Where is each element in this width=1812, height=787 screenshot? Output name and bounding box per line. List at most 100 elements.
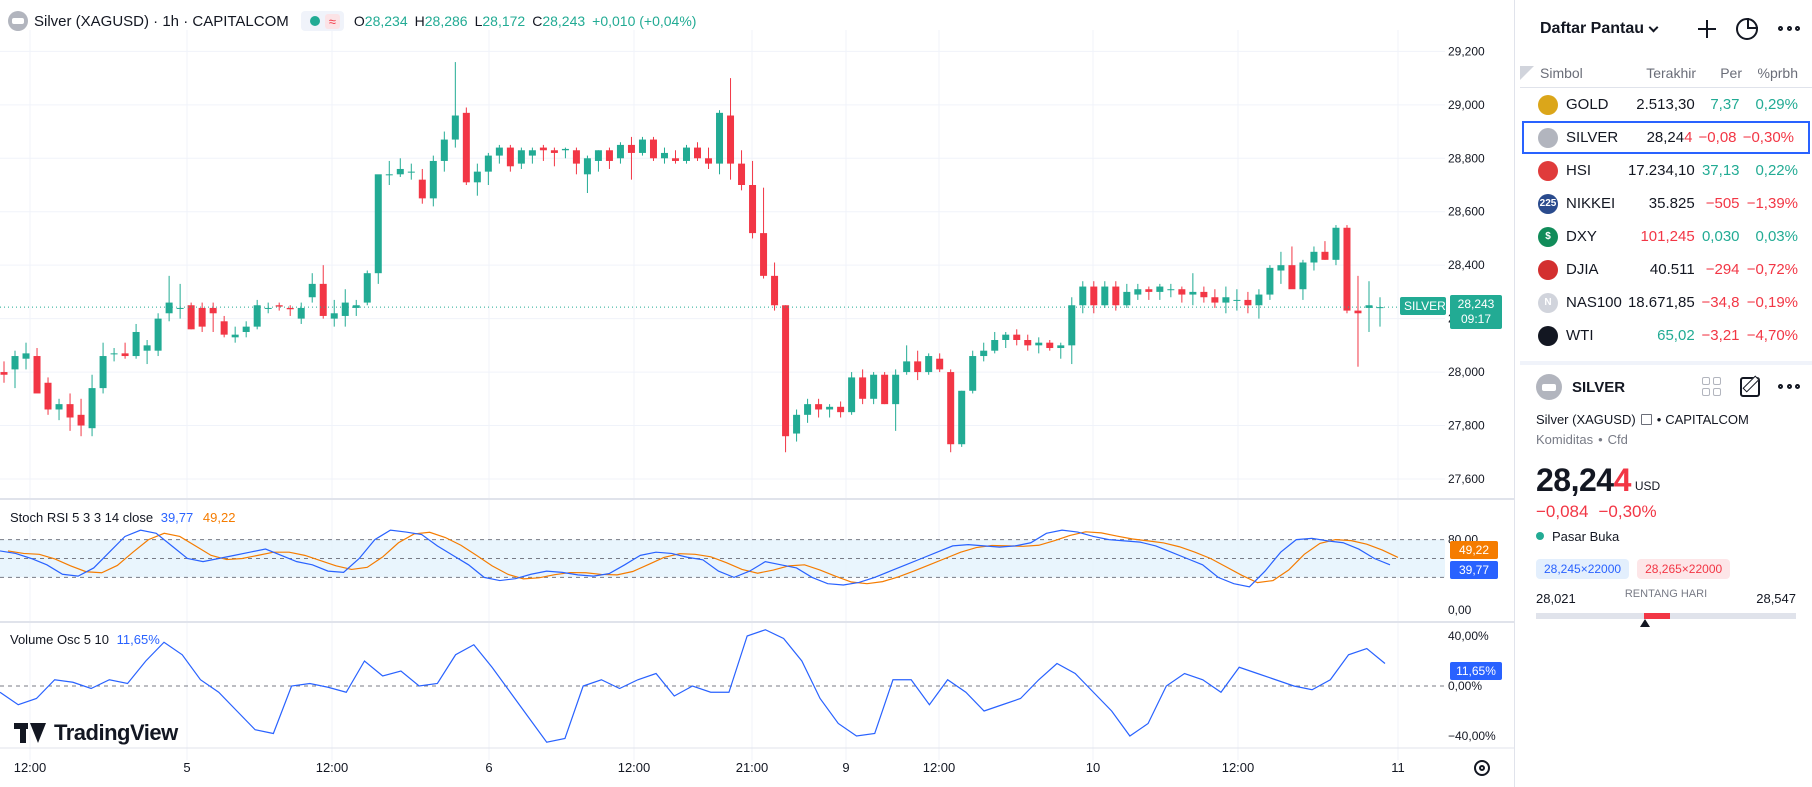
candle-body xyxy=(1178,289,1186,295)
time-axis-label: 21:00 xyxy=(736,760,769,775)
row-last: 17.234,10 xyxy=(1627,162,1695,179)
candle-body xyxy=(462,112,470,183)
watchlist-header: Daftar Pantau xyxy=(1520,0,1812,58)
candle-body xyxy=(1134,289,1142,295)
time-axis-label: 12:00 xyxy=(618,760,651,775)
candle-body xyxy=(1002,334,1010,340)
column-last[interactable]: Terakhir xyxy=(1646,64,1696,81)
chevron-down-icon[interactable] xyxy=(1648,22,1659,32)
candle-body xyxy=(1310,251,1318,263)
candle-body xyxy=(605,150,613,161)
symbol-title[interactable]: Silver (XAGUSD) · 1h · CAPITALCOM xyxy=(34,12,289,30)
row-symbol: DXY xyxy=(1566,228,1597,245)
add-symbol-icon[interactable] xyxy=(1698,20,1716,38)
candle-body xyxy=(1123,291,1131,306)
chart-canvas[interactable]: 29,20029,00028,80028,60028,40028,20028,0… xyxy=(0,0,1515,787)
candle-body xyxy=(451,115,459,140)
time-axis-label: 12:00 xyxy=(316,760,349,775)
more-options-icon[interactable] xyxy=(1778,26,1800,32)
watchlist-row-wti[interactable]: WTI 65,02 −3,21 −4,70% xyxy=(1520,319,1812,352)
candle-body xyxy=(308,283,316,298)
details-header: SILVER xyxy=(1520,365,1812,409)
candle-body xyxy=(352,305,360,308)
candle-body xyxy=(187,305,195,330)
row-change: 7,37 xyxy=(1710,96,1740,113)
details-name[interactable]: Silver (XAGUSD) xyxy=(1536,411,1636,427)
candle-body xyxy=(242,326,250,332)
candle-body xyxy=(264,307,272,309)
candle-body xyxy=(253,305,261,327)
candle-body xyxy=(286,307,294,310)
candle-body xyxy=(1068,305,1076,346)
watchlist-row-djia[interactable]: DJIA 40.511 −294 −0,72% xyxy=(1520,253,1812,286)
candle-body xyxy=(297,307,305,319)
candle-body xyxy=(649,139,657,159)
watchlist-row-hsi[interactable]: HSI 17.234,10 37,13 0,22% xyxy=(1520,154,1812,187)
stoch-rsi-legend[interactable]: Stoch RSI 5 3 3 14 close 39,77 49,22 xyxy=(10,510,235,525)
watchlist-row-gold[interactable]: GOLD 2.513,30 7,37 0,29% xyxy=(1520,88,1812,121)
column-change-percent[interactable]: %prbh xyxy=(1757,64,1798,81)
edit-icon[interactable] xyxy=(1740,377,1760,397)
column-symbol[interactable]: Simbol xyxy=(1540,64,1583,81)
candle-body xyxy=(319,283,327,316)
stoch-k-badge: 39,77 xyxy=(1450,561,1498,579)
stoch-axis-label: 0,00 xyxy=(1448,603,1472,617)
layout-grid-icon[interactable] xyxy=(1702,377,1722,397)
candle-body xyxy=(1090,286,1098,306)
price-axis-label: 27,800 xyxy=(1448,419,1485,433)
row-change: 37,13 xyxy=(1701,162,1740,179)
candle-body xyxy=(793,414,801,434)
candle-body xyxy=(947,372,955,445)
volume-osc-line xyxy=(0,629,1386,743)
details-symbol[interactable]: SILVER xyxy=(1572,378,1626,396)
price-axis-label: 28,600 xyxy=(1448,205,1485,219)
watchlist-row-nikkei[interactable]: 225 NIKKEI 35.825 −505 −1,39% xyxy=(1520,187,1812,220)
candle-body xyxy=(1266,267,1274,295)
ohlc-open: O28,234 xyxy=(353,13,408,29)
chart-area[interactable]: 29,20029,00028,80028,60028,40028,20028,0… xyxy=(0,0,1515,787)
price-axis-label: 28,800 xyxy=(1448,151,1485,165)
details-change: −0,084 −0,30% xyxy=(1520,499,1812,525)
dxy-icon: $ xyxy=(1538,226,1558,247)
market-status-label[interactable]: Pasar Buka xyxy=(1552,528,1620,544)
candle-body xyxy=(429,160,437,199)
candle-body xyxy=(782,305,790,437)
external-link-icon[interactable] xyxy=(1640,413,1652,425)
time-axis-label: 11 xyxy=(1391,760,1405,775)
candle-body xyxy=(1189,291,1197,295)
tradingview-logo[interactable]: TradingView xyxy=(14,720,178,746)
advanced-view-icon[interactable] xyxy=(1736,18,1758,40)
candle-body xyxy=(859,377,867,399)
wave-icon: ≈ xyxy=(324,13,340,29)
symbol-price-tag: SILVER xyxy=(1400,297,1446,315)
market-status-pill[interactable]: ≈ xyxy=(300,11,344,31)
hsi-icon xyxy=(1538,160,1558,181)
watchlist-title[interactable]: Daftar Pantau xyxy=(1540,20,1645,37)
volume-osc-legend[interactable]: Volume Osc 5 10 11,65% xyxy=(10,632,160,647)
ask-quote: 28,265×22000 xyxy=(1637,559,1731,579)
candle-body xyxy=(176,307,184,309)
time-axis-label: 5 xyxy=(183,760,190,775)
candle-body xyxy=(815,404,823,410)
candle-body xyxy=(1156,286,1164,292)
candle-body xyxy=(914,361,922,373)
djia-icon xyxy=(1538,259,1558,280)
candle-body xyxy=(1013,334,1021,340)
silver-icon xyxy=(1536,374,1562,400)
column-change[interactable]: Per xyxy=(1720,64,1742,81)
watchlist-row-dxy[interactable]: $ DXY 101,245 0,030 0,03% xyxy=(1520,220,1812,253)
day-range-high: 28,547 xyxy=(1756,590,1796,606)
chart-settings-icon[interactable] xyxy=(1474,760,1490,776)
row-change: −505 xyxy=(1705,195,1740,212)
watchlist-row-silver[interactable]: SILVER 28,244 −0,08 −0,30% xyxy=(1522,121,1810,154)
watchlist-row-nas100[interactable]: N NAS100 18.671,85 −34,8 −0,19% xyxy=(1520,286,1812,319)
candle-body xyxy=(341,302,349,316)
candle-body xyxy=(154,318,162,351)
day-range: 28,021 RENTANG HARI 28,547 xyxy=(1520,587,1812,609)
row-symbol: WTI xyxy=(1566,327,1594,344)
more-options-icon[interactable] xyxy=(1778,384,1800,390)
candle-body xyxy=(682,147,690,161)
candle-body xyxy=(1299,262,1307,290)
candle-body xyxy=(694,147,702,159)
time-axis-label: 10 xyxy=(1086,760,1100,775)
